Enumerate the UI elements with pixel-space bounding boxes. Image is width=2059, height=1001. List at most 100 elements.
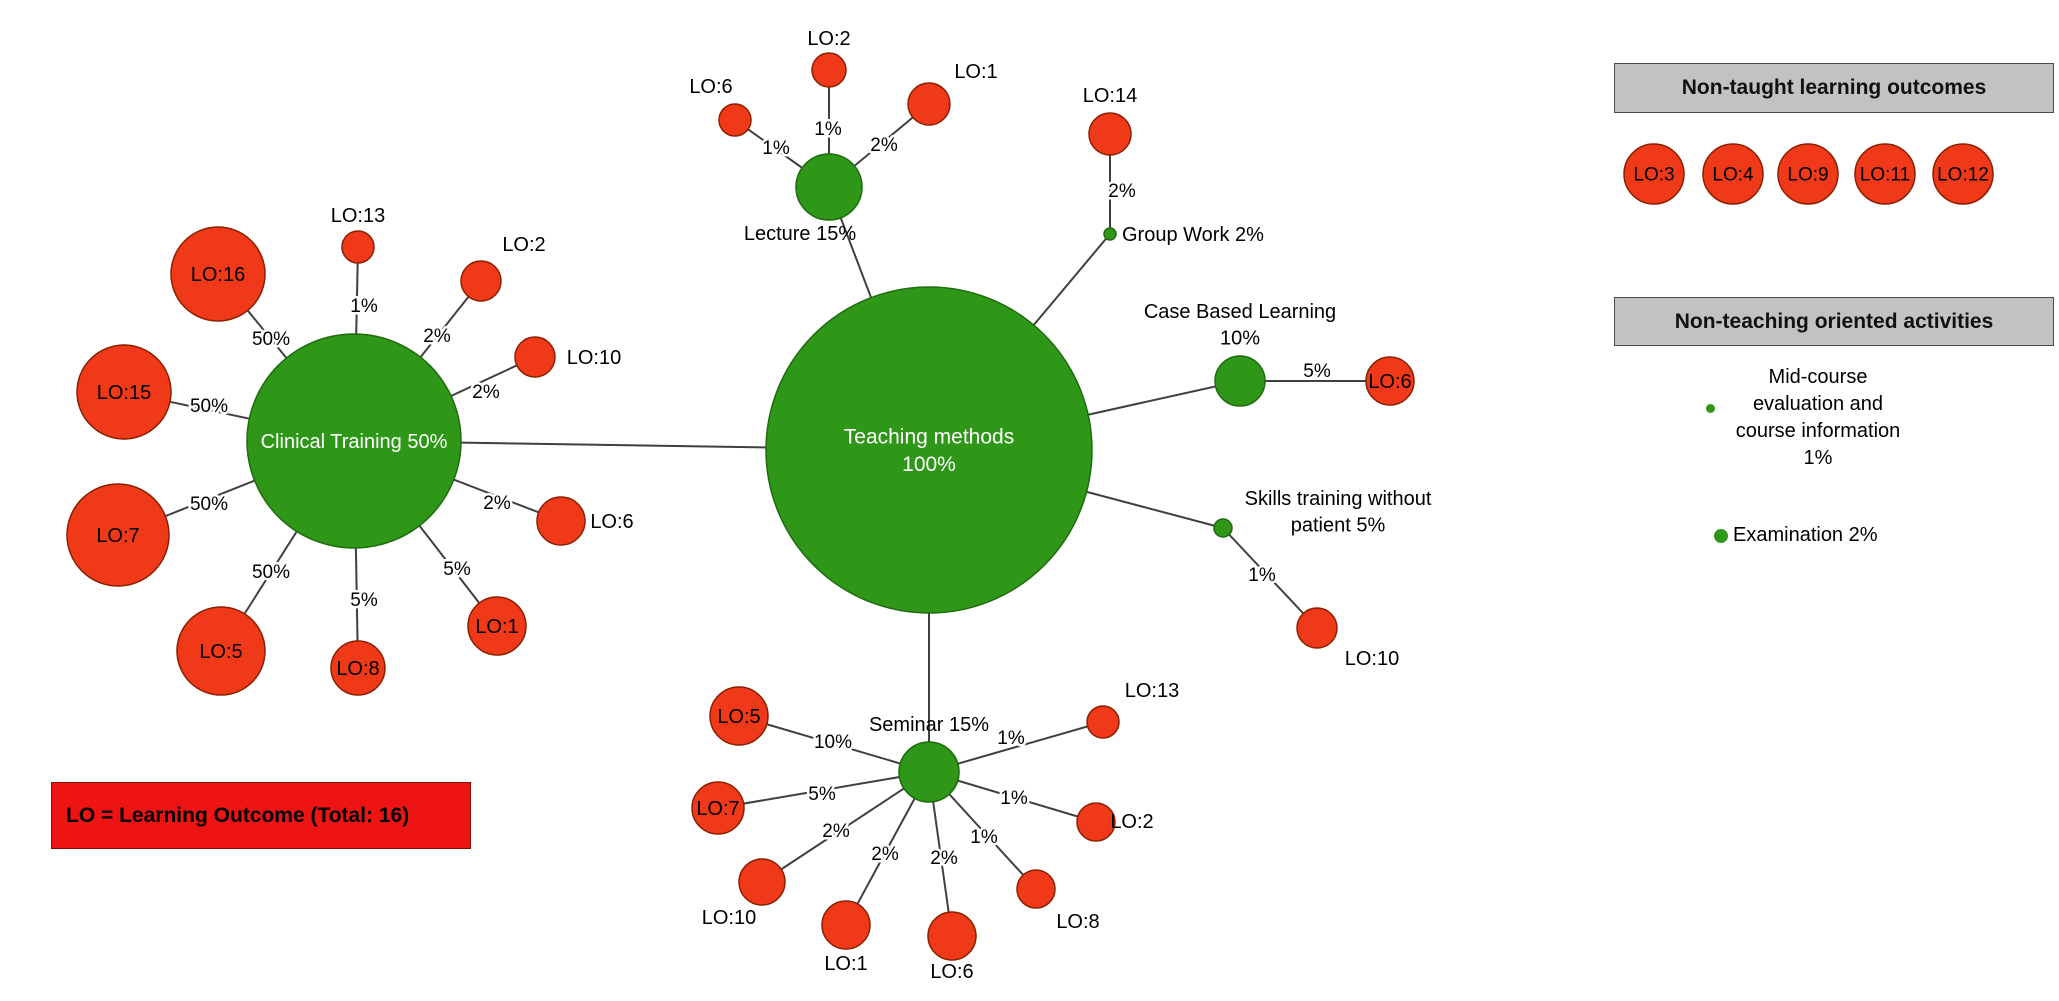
node-lec-lo1-outcome-icon [907,82,951,126]
node-leg-lo11-outcome-icon [1854,143,1916,205]
node-sem-lo8-outcome-icon [1016,869,1056,909]
label-sem-lo8: LO:8 [1056,911,1099,933]
edge-label-seminar-sem-lo2: 1% [1000,788,1028,809]
edge-label-clinical-ct-lo16: 50% [252,329,290,350]
node-leg-lo3-outcome-icon [1623,143,1685,205]
label-ct-lo1: LO:1 [475,616,518,638]
legend-non-teaching-header: Non-teaching oriented activities [1614,297,2054,346]
label-ct-lo13: LO:13 [331,205,385,227]
node-sem-lo6-outcome-icon [927,911,977,961]
label-clinical: Clinical Training 50% [261,431,448,453]
legend-examination: Examination 2% [1714,524,1878,547]
edge-label-lecture-lec-lo2: 1% [814,119,842,140]
lo-note-box: LO = Learning Outcome (Total: 16) [51,782,471,849]
edge-skills-sk-lo10 [1222,527,1318,629]
node-sem-lo7-outcome-icon [691,781,745,835]
label-leg-lo3: LO:3 [1633,165,1674,186]
node-cbl-lo6-outcome-icon [1365,356,1415,406]
midcourse-line-3: course information [1735,420,1901,442]
node-sem-lo5-outcome-icon [709,686,769,746]
node-ct-lo13-outcome-icon [341,230,375,264]
node-ct-lo15-outcome-icon [76,344,172,440]
label-seminar: Seminar 15% [869,714,989,736]
label-ct-lo16: LO:16 [191,264,245,286]
node-ct-lo2-outcome-icon [460,260,502,302]
node-ct-lo7-outcome-icon [66,483,170,587]
label-ct-lo7: LO:7 [96,525,139,547]
edge-seminar-sem-lo10 [761,771,930,883]
node-leg-lo12-outcome-icon [1932,143,1994,205]
node-ct-lo5-outcome-icon [176,606,266,696]
label-lec-lo2: LO:2 [807,28,850,50]
node-cbl-method-icon [1214,355,1266,407]
node-gw-lo14-outcome-icon [1088,112,1132,156]
label-cbl: Case Based Learning 10% [1144,301,1336,349]
edge-label-seminar-sem-lo5: 10% [814,732,852,753]
edge-label-seminar-sem-lo1: 2% [871,844,899,865]
label-lec-lo1: LO:1 [954,61,997,83]
node-seminar-method-icon [898,741,960,803]
label-sem-lo6: LO:6 [930,961,973,983]
label-ct-lo8: LO:8 [336,658,379,680]
edge-label-skills-sk-lo10: 1% [1248,565,1276,586]
node-sem-lo2-outcome-icon [1076,802,1116,842]
label-sem-lo13: LO:13 [1125,680,1179,702]
examination-dot [1714,528,1728,543]
node-lec-lo6-outcome-icon [718,103,752,137]
edge-label-clinical-ct-lo6: 2% [483,493,511,514]
midcourse-dot [1706,404,1715,413]
edge-label-clinical-ct-lo5: 50% [252,562,290,583]
node-clinical-method-icon [246,333,462,549]
legend-non-taught-header: Non-taught learning outcomes [1614,63,2054,113]
edge-label-clinical-ct-lo10: 2% [472,382,500,403]
node-skills-method-icon [1213,518,1233,538]
node-ct-lo1-outcome-icon [467,596,527,656]
edge-label-seminar-sem-lo7: 5% [808,784,836,805]
node-groupwork-method-icon [1103,227,1117,241]
label-sem-lo5: LO:5 [717,706,760,728]
midcourse-line-1: Mid-course [1768,366,1868,388]
label-leg-lo4: LO:4 [1712,165,1754,186]
label-sk-lo10: LO:10 [1345,648,1399,670]
label-ct-lo6: LO:6 [590,511,633,533]
label-sem-lo7: LO:7 [696,798,739,820]
edge-label-seminar-sem-lo10: 2% [822,821,850,842]
label-gw-lo14: LO:14 [1083,85,1137,107]
node-leg-lo4-outcome-icon [1702,143,1764,205]
edge-label-clinical-ct-lo7: 50% [190,494,228,515]
label-leg-lo12: LO:12 [1937,165,1989,186]
node-ct-lo10-outcome-icon [514,336,556,378]
edge-label-clinical-ct-lo13: 1% [350,296,378,317]
edge-label-clinical-ct-lo2: 2% [423,326,451,347]
label-ct-lo15: LO:15 [97,382,151,404]
edge-label-clinical-ct-lo1: 5% [443,559,471,580]
node-sem-lo13-outcome-icon [1086,705,1120,739]
midcourse-line-2: evaluation and [1752,393,1884,415]
label-sem-lo1: LO:1 [824,953,867,975]
label-teaching: Teaching methods 100% [844,425,1014,476]
label-lecture: Lecture 15% [744,223,857,245]
edge-label-lecture-lec-lo1: 2% [870,135,898,156]
edge-label-clinical-ct-lo8: 5% [350,590,378,611]
node-ct-lo6-outcome-icon [536,496,586,546]
node-leg-lo9-outcome-icon [1777,143,1839,205]
node-sem-lo1-outcome-icon [821,900,871,950]
label-sem-lo2: LO:2 [1110,811,1153,833]
label-sem-lo10: LO:10 [702,907,756,929]
legend-midcourse: Mid-course evaluation and course informa… [1688,364,1948,472]
edge-label-groupwork-gw-lo14: 2% [1108,181,1136,202]
label-cbl-lo6: LO:6 [1368,371,1411,393]
edge-seminar-sem-lo7 [717,771,930,809]
label-leg-lo11: LO:11 [1860,165,1910,186]
edge-label-seminar-sem-lo13: 1% [997,728,1025,749]
node-lecture-method-icon [795,153,863,221]
label-ct-lo5: LO:5 [199,641,242,663]
node-lec-lo2-outcome-icon [811,52,847,88]
label-leg-lo9: LO:9 [1787,165,1828,186]
node-teaching-method-icon [765,286,1093,614]
label-ct-lo10: LO:10 [567,347,621,369]
label-groupwork: Group Work 2% [1122,224,1264,246]
midcourse-line-4: 1% [1803,447,1833,469]
